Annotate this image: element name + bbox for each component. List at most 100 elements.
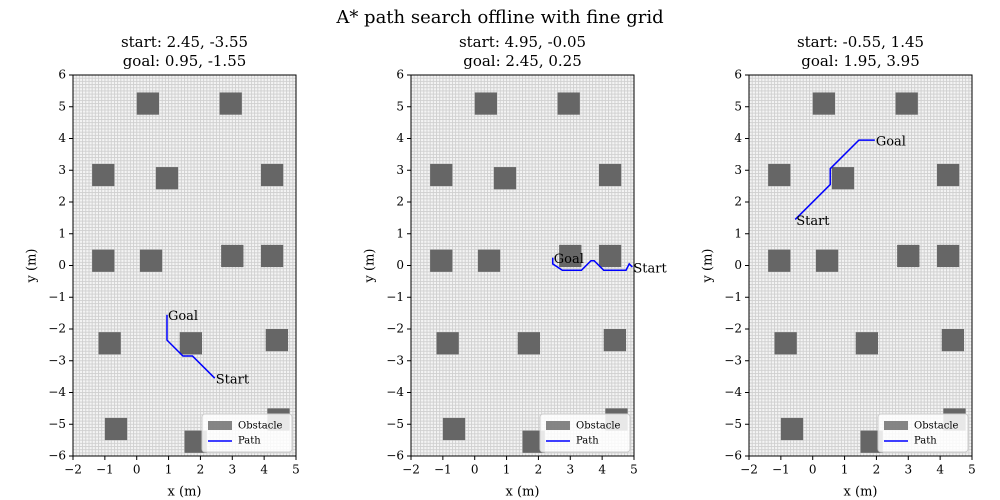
y-tick-label: −2 [724, 322, 742, 336]
subplot-subtitle: goal: 0.95, -1.55 [123, 52, 247, 70]
obstacle [474, 92, 498, 115]
obstacle [936, 163, 960, 187]
y-tick-label: 2 [58, 195, 66, 209]
y-tick-label: 6 [396, 68, 404, 82]
obstacle [557, 92, 580, 115]
obstacle [855, 332, 879, 355]
obstacle [812, 92, 836, 115]
obstacle [768, 249, 791, 272]
annotation: Goal [168, 309, 198, 324]
x-axis-label: x (m) [506, 485, 540, 500]
subplot-title: start: -0.55, 1.45 [797, 33, 924, 51]
x-tick-label: 0 [133, 463, 141, 477]
x-tick-label: 3 [566, 463, 574, 477]
obstacle [92, 163, 115, 187]
figure-title: A* path search offline with fine grid [335, 7, 663, 28]
path-line [552, 257, 633, 272]
subplot: Start Goal −2 −1 0 1 2 3 4 5 −6 −5 −4 −3 −2 −1 0 1 2 3 4 5 6 x … [701, 33, 976, 500]
y-tick-label: −5 [48, 417, 66, 431]
y-axis-label: y (m) [701, 249, 716, 284]
annotation: Start [216, 373, 250, 388]
x-tick-label: −1 [772, 463, 790, 477]
y-tick-label: −2 [386, 322, 404, 336]
legend-label: Obstacle [238, 421, 283, 432]
subplot: Start Goal −2 −1 0 1 2 3 4 5 −6 −5 −4 −3 −2 −1 0 1 2 3 4 5 6 x … [363, 33, 668, 500]
x-tick-label: −2 [740, 463, 758, 477]
obstacle [219, 92, 242, 115]
obstacle [815, 249, 839, 272]
obstacle [139, 249, 163, 272]
obstacle [430, 163, 453, 187]
obstacle [768, 163, 791, 187]
obstacle [179, 332, 203, 355]
obstacle [136, 92, 160, 115]
x-tick-label: 1 [165, 463, 173, 477]
x-tick-label: 3 [228, 463, 236, 477]
obstacle [98, 332, 121, 355]
x-tick-label: 2 [535, 463, 543, 477]
y-tick-label: −4 [724, 385, 742, 399]
y-tick-label: −3 [724, 353, 742, 367]
y-tick-label: 1 [58, 226, 66, 240]
y-tick-label: 4 [58, 131, 66, 145]
obstacle [774, 332, 797, 355]
y-tick-label: 1 [396, 226, 404, 240]
y-tick-label: −4 [48, 385, 66, 399]
obstacle [936, 244, 960, 268]
legend-label: Obstacle [914, 421, 959, 432]
obstacle [265, 329, 289, 352]
y-tick-label: −1 [48, 290, 66, 304]
obstacle [941, 329, 965, 352]
legend-label: Path [914, 436, 937, 447]
obstacle [260, 244, 284, 268]
obstacle [780, 417, 804, 441]
path-line [794, 139, 875, 220]
y-tick-label: 5 [58, 99, 66, 113]
x-tick-label: −1 [434, 463, 452, 477]
subplot-title: start: 4.95, -0.05 [459, 33, 586, 51]
y-tick-label: 0 [396, 258, 404, 272]
obstacle [104, 417, 128, 441]
y-tick-label: −3 [386, 353, 404, 367]
x-tick-label: −2 [402, 463, 420, 477]
obstacle [598, 244, 622, 268]
legend-label: Obstacle [576, 421, 621, 432]
x-tick-label: 4 [598, 463, 606, 477]
y-tick-label: −6 [48, 449, 66, 463]
y-tick-label: −1 [386, 290, 404, 304]
y-tick-label: −6 [724, 449, 742, 463]
obstacle [559, 244, 582, 268]
y-axis-label: y (m) [363, 249, 378, 284]
obstacle [895, 92, 918, 115]
x-tick-label: 2 [197, 463, 205, 477]
obstacle [260, 163, 284, 187]
obstacle [436, 332, 459, 355]
x-axis-label: x (m) [168, 485, 202, 500]
annotation: Goal [876, 135, 906, 150]
x-tick-label: 0 [809, 463, 817, 477]
y-tick-label: 5 [734, 99, 742, 113]
y-tick-label: −4 [386, 385, 404, 399]
x-tick-label: −1 [96, 463, 114, 477]
y-tick-label: 6 [58, 68, 66, 82]
y-tick-label: −1 [724, 290, 742, 304]
y-tick-label: −5 [724, 417, 742, 431]
subplot-subtitle: goal: 1.95, 3.95 [801, 52, 920, 70]
y-tick-label: −5 [386, 417, 404, 431]
x-axis-label: x (m) [844, 485, 878, 500]
y-tick-label: 0 [58, 258, 66, 272]
y-axis-label: y (m) [25, 249, 40, 284]
y-tick-label: 1 [734, 226, 742, 240]
y-tick-label: 5 [396, 99, 404, 113]
y-tick-label: 2 [396, 195, 404, 209]
legend-label: Path [238, 436, 261, 447]
path-line [166, 314, 216, 379]
x-tick-label: 1 [841, 463, 849, 477]
y-tick-label: −6 [386, 449, 404, 463]
x-tick-label: 4 [260, 463, 268, 477]
x-tick-label: 4 [936, 463, 944, 477]
legend-swatch [546, 421, 570, 430]
x-tick-label: 1 [503, 463, 511, 477]
obstacle [603, 329, 627, 352]
annotation: Start [633, 262, 667, 277]
